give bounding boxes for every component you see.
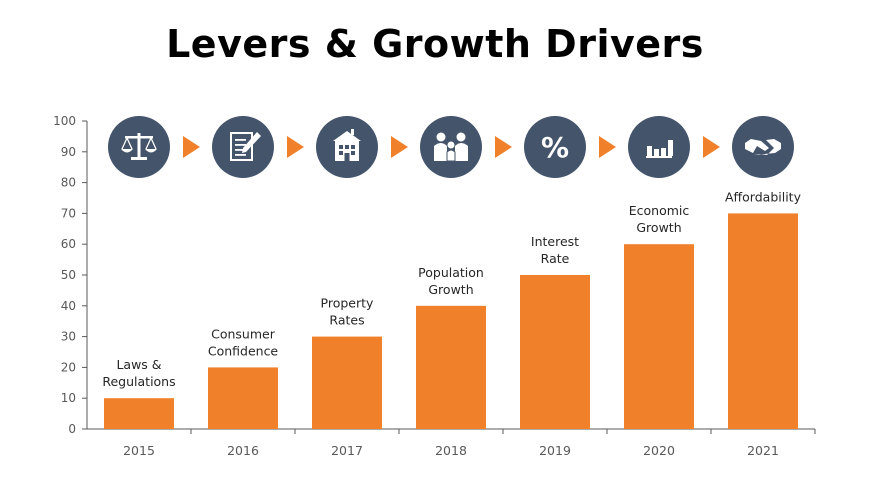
bar-2019 (520, 275, 590, 429)
chart-title: Levers & Growth Drivers (166, 22, 704, 66)
bar-label: Regulations (102, 374, 175, 389)
bar-label: Population (418, 265, 484, 280)
document-edit-icon (212, 116, 274, 178)
y-tick-label: 20 (61, 360, 76, 374)
y-tick-label: 10 (61, 391, 76, 405)
bars: 2015 Laws & Regulations 2016 Consumer Confide… (102, 189, 816, 458)
percent-icon: % (524, 116, 586, 178)
bar-label: Laws & (116, 357, 161, 372)
y-tick-label: 90 (61, 145, 76, 159)
arrow-right-icon (287, 136, 304, 158)
bar-label: Interest (531, 234, 579, 249)
bar-chart-icon (628, 116, 690, 178)
bar-2017 (312, 336, 382, 429)
bar-2016 (208, 367, 278, 429)
bar-2020 (624, 244, 694, 429)
scales-icon (108, 116, 170, 178)
bar-label: Consumer (211, 326, 276, 341)
svg-text:%: % (541, 131, 569, 164)
y-tick-label: 50 (61, 268, 76, 282)
arrow-right-icon (183, 136, 200, 158)
bar-2021 (728, 213, 798, 429)
y-tick-label: 30 (61, 330, 76, 344)
building-icon (316, 116, 378, 178)
x-tick-label: 2018 (435, 443, 467, 458)
bar-label: Rates (329, 313, 364, 328)
arrow-right-icon (599, 136, 616, 158)
y-tick-label: 40 (61, 299, 76, 313)
icon-row: % (108, 116, 794, 178)
bar-label: Economic (629, 203, 690, 218)
x-tick-label: 2015 (123, 443, 155, 458)
y-tick-label: 70 (61, 206, 76, 220)
arrow-right-icon (703, 136, 720, 158)
y-tick-label: 60 (61, 237, 76, 251)
x-tick-label: 2017 (331, 443, 363, 458)
bar-2018 (416, 305, 486, 429)
x-tick-label: 2021 (747, 443, 779, 458)
arrow-right-icon (391, 136, 408, 158)
y-tick-label: 80 (61, 176, 76, 190)
bar-label: Property (321, 296, 374, 311)
x-tick-label: 2016 (227, 443, 259, 458)
bar-label: Growth (636, 220, 681, 235)
family-icon (420, 116, 482, 178)
bar-label: Growth (428, 282, 473, 297)
x-tick-label: 2019 (539, 443, 571, 458)
bar-2015 (104, 398, 174, 429)
handshake-icon (732, 116, 794, 178)
y-tick-label: 0 (68, 422, 76, 436)
arrow-right-icon (495, 136, 512, 158)
y-tick-label: 100 (53, 114, 76, 128)
bar-label: Confidence (208, 343, 279, 358)
bar-label: Rate (541, 251, 570, 266)
bar-label: Affordability (725, 189, 802, 204)
x-tick-label: 2020 (643, 443, 675, 458)
